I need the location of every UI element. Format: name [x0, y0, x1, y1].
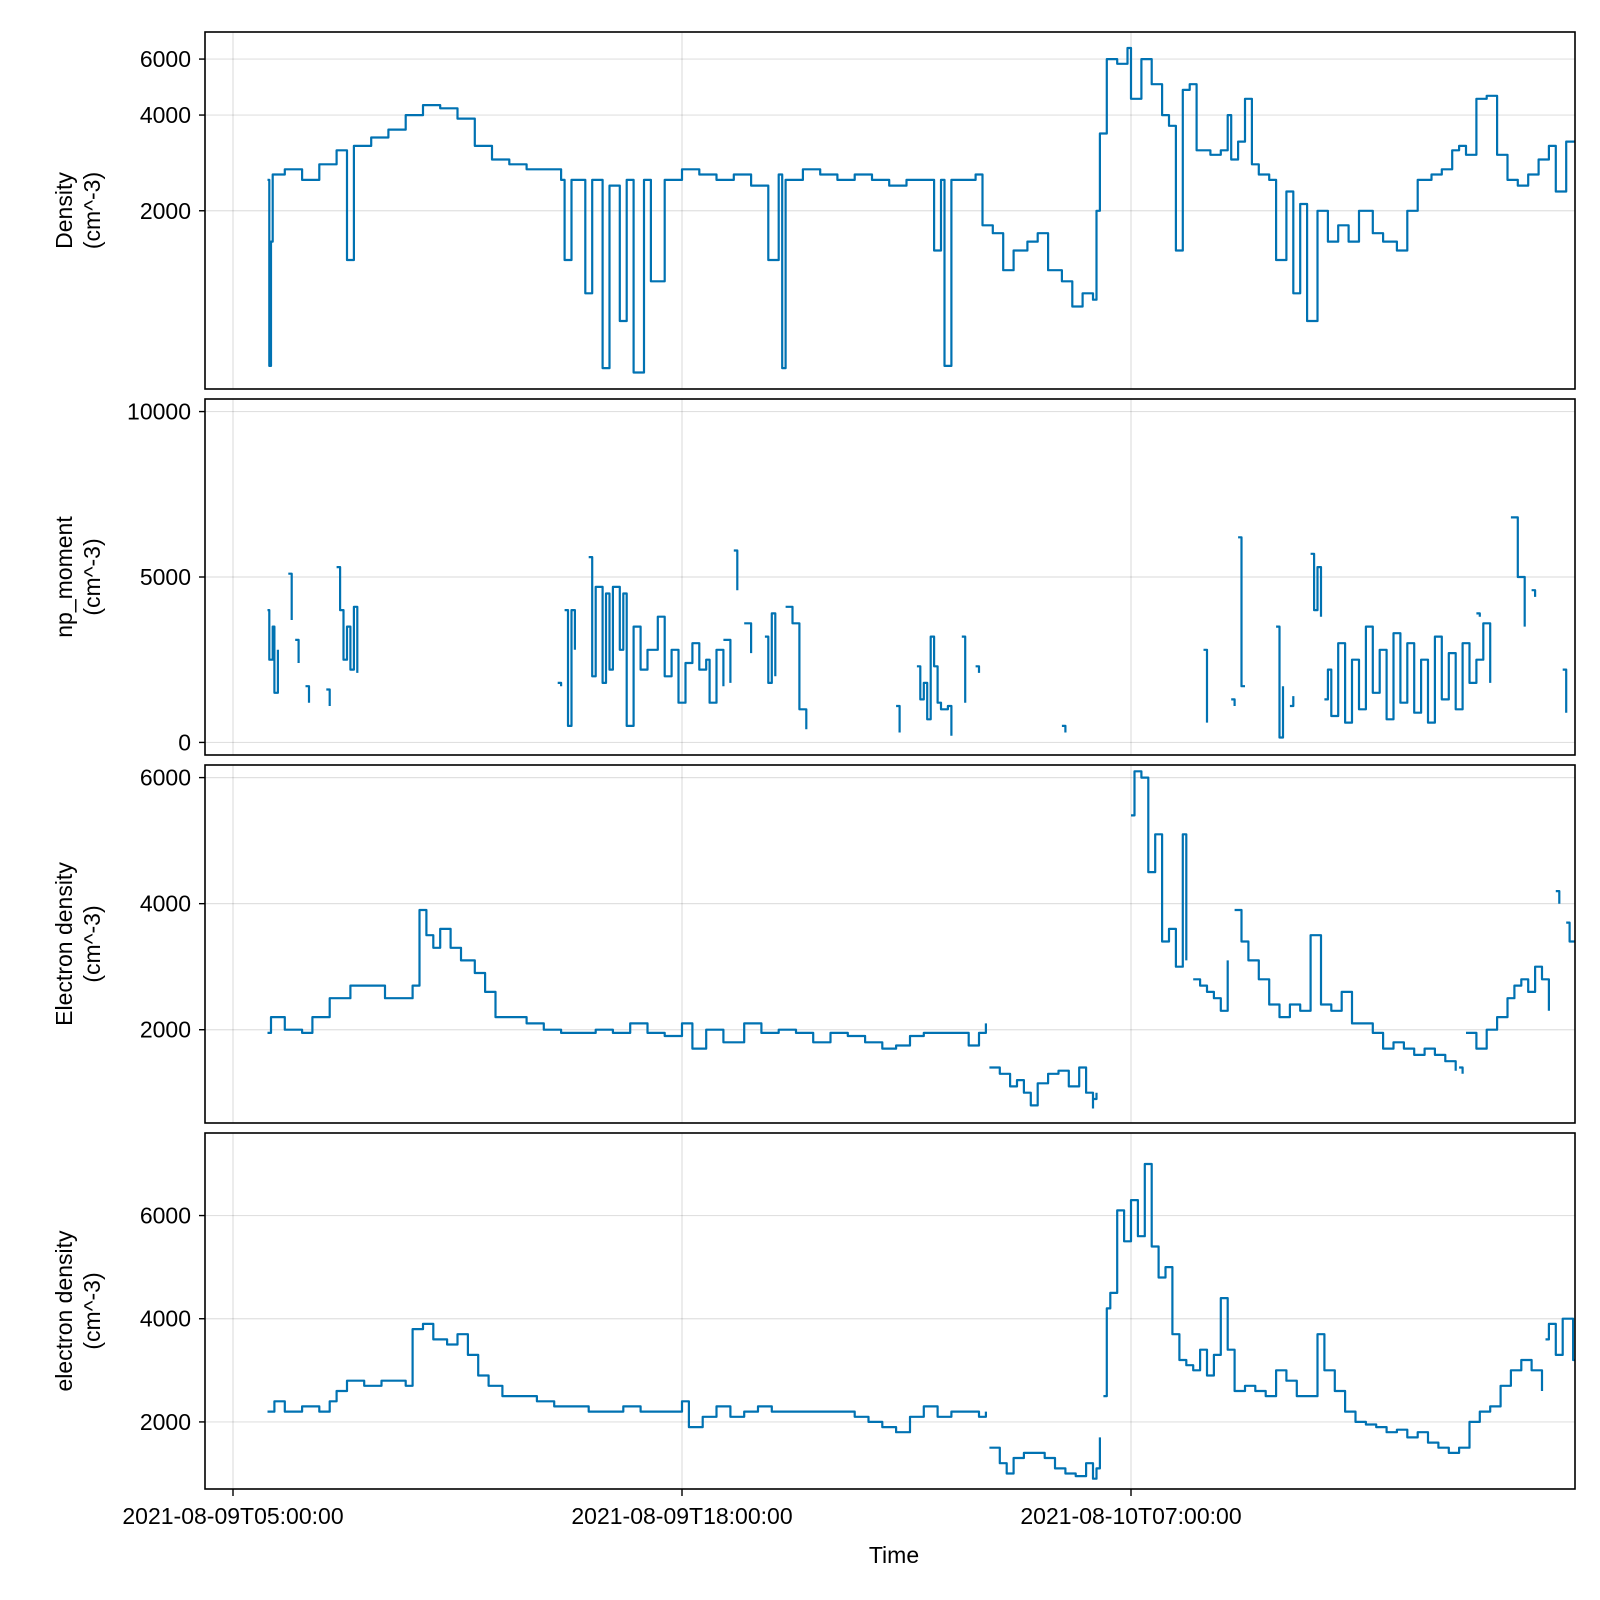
series-line-segment — [1566, 921, 1575, 943]
panel-electron-density-2: 2000 4000 6000 electron density (cm^-3) — [51, 1132, 1576, 1490]
x-tick-label: 2021-08-09T18:00:00 — [571, 1503, 792, 1529]
series-line-segment — [295, 638, 300, 663]
y-tick-label: 4000 — [140, 102, 191, 128]
series-line-segment — [1555, 890, 1561, 904]
series-line-segment — [267, 609, 279, 694]
series-electron-density — [267, 770, 1575, 1109]
series-line-segment — [1234, 908, 1457, 1071]
y-tick-label: 5000 — [140, 564, 191, 590]
series-line-segment — [326, 688, 331, 706]
series-line-segment — [1562, 668, 1568, 713]
panel-frame — [204, 764, 1576, 1124]
series-line-segment — [288, 572, 293, 620]
panel-np-moment: 0 5000 10000 np_moment (cm^-3) — [51, 398, 1594, 756]
series-line-segment — [723, 638, 732, 683]
y-tick-label: 6000 — [140, 1203, 191, 1229]
series-line-segment — [1289, 696, 1295, 708]
y-tick-label: 6000 — [140, 765, 191, 791]
y-tick-label: 2000 — [140, 1409, 191, 1435]
series-line-segment — [989, 1437, 1101, 1480]
y-tick-label: 6000 — [140, 46, 191, 72]
series-line-segment — [267, 1322, 987, 1434]
y-axis-label: np_moment — [51, 516, 77, 638]
series-line-segment — [1238, 536, 1245, 688]
y-axis-label: Electron density — [51, 862, 77, 1026]
x-tick-label: 2021-08-09T05:00:00 — [122, 1503, 343, 1529]
series-line-segment — [1466, 965, 1550, 1050]
x-axis-ticks: 2021-08-09T05:00:00 2021-08-09T18:00:00 20… — [122, 1489, 1242, 1529]
series-line-segment — [1203, 648, 1209, 723]
y-axis-units: (cm^-3) — [79, 538, 105, 615]
series-line-segment — [1061, 724, 1067, 733]
series-line-segment — [305, 685, 311, 703]
series-density — [267, 46, 1575, 374]
panel-frame — [204, 398, 1576, 756]
y-tick-label: 2000 — [140, 1017, 191, 1043]
y-axis-label: electron density — [51, 1230, 77, 1392]
panel-electron-density: 2000 4000 6000 Electron density (cm^-3) — [51, 764, 1576, 1124]
series-line-segment — [916, 635, 953, 736]
series-line-segment — [1103, 1162, 1544, 1454]
series-electron-density-2 — [267, 1162, 1575, 1480]
series-np-moment — [267, 484, 1594, 739]
y-axis-title-electron-density-2: electron density (cm^-3) — [51, 1230, 105, 1392]
x-axis-title: Time — [869, 1542, 919, 1568]
series-line-segment — [785, 605, 808, 730]
series-line-segment — [764, 612, 777, 684]
series-line-segment — [1459, 1066, 1464, 1074]
series-line-segment — [1231, 698, 1236, 706]
series-line-segment — [336, 566, 359, 673]
series-line-segment — [564, 609, 576, 727]
series-line-segment — [1476, 612, 1481, 617]
series-line-segment — [557, 681, 563, 687]
series-line-segment — [1510, 516, 1526, 627]
series-line-segment — [1324, 622, 1492, 724]
y-axis-title-density: Density (cm^-3) — [51, 172, 105, 249]
y-tick-label: 0 — [178, 729, 191, 755]
series-line-segment — [267, 46, 1575, 374]
series-line-segment — [1276, 625, 1285, 739]
series-line-segment — [267, 908, 987, 1050]
series-line-segment — [733, 549, 739, 591]
panel-frame — [204, 31, 1576, 390]
series-line-segment — [588, 556, 725, 727]
x-tick-label: 2021-08-10T07:00:00 — [1020, 1503, 1241, 1529]
panel-density: 2000 4000 6000 Density (cm^-3) — [51, 31, 1576, 390]
y-axis-title-electron-density: Electron density (cm^-3) — [51, 862, 105, 1026]
series-line-segment — [1580, 484, 1594, 623]
y-tick-label: 2000 — [140, 198, 191, 224]
y-axis-units: (cm^-3) — [79, 905, 105, 982]
panel-frame — [204, 1132, 1576, 1490]
y-axis-units: (cm^-3) — [79, 172, 105, 249]
series-line-segment — [1531, 589, 1537, 597]
series-line-segment — [1093, 1092, 1098, 1101]
y-axis-label: Density — [51, 172, 77, 249]
series-line-segment — [961, 635, 967, 703]
series-line-segment — [1545, 1317, 1575, 1362]
series-line-segment — [975, 665, 981, 673]
series-line-segment — [896, 704, 901, 733]
y-tick-label: 10000 — [127, 399, 191, 425]
y-tick-label: 4000 — [140, 891, 191, 917]
y-axis-title-np-moment: np_moment (cm^-3) — [51, 516, 105, 638]
series-line-segment — [1193, 960, 1229, 1012]
series-line-segment — [744, 622, 753, 654]
series-line-segment — [1310, 552, 1323, 617]
y-axis-units: (cm^-3) — [79, 1272, 105, 1349]
series-line-segment — [1131, 770, 1188, 968]
y-tick-label: 4000 — [140, 1306, 191, 1332]
series-line-segment — [989, 1066, 1095, 1109]
